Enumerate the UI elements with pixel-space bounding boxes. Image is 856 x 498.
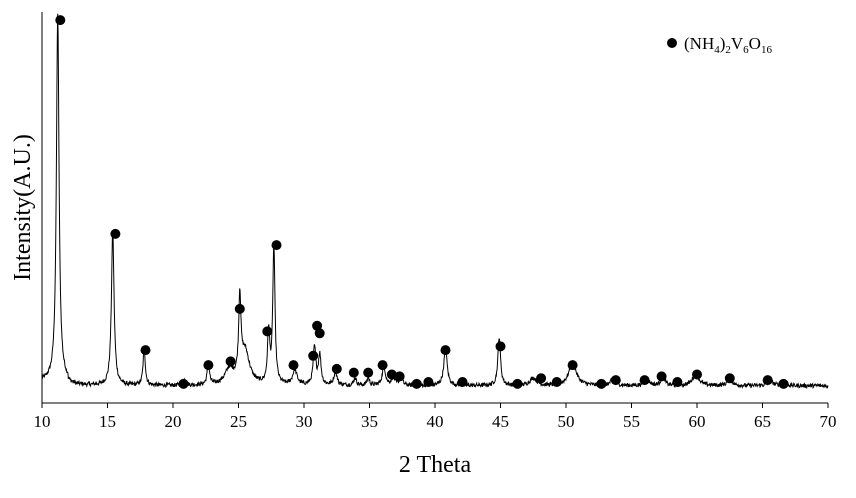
x-tick-label: 50	[558, 412, 575, 431]
peak-marker	[551, 377, 562, 387]
peak-marker	[377, 360, 388, 371]
peak-marker	[692, 369, 702, 380]
peak-marker	[140, 345, 151, 356]
peak-marker	[596, 378, 607, 389]
x-tick-label: 15	[99, 412, 116, 431]
legend-sub: 16	[761, 44, 773, 56]
x-tick-label: 25	[230, 412, 247, 431]
x-tick-label: 10	[34, 412, 51, 431]
peak-marker	[394, 371, 405, 382]
x-tick-label: 55	[623, 412, 640, 431]
series	[41, 13, 829, 390]
peak-marker	[178, 378, 189, 389]
peak-marker	[495, 341, 506, 352]
peak-marker	[423, 377, 434, 387]
peak-marker	[656, 371, 667, 382]
x-tick-label: 70	[820, 412, 837, 431]
legend-part: (NH	[684, 34, 714, 53]
peak-marker	[234, 303, 245, 314]
peak-marker	[610, 375, 621, 386]
series-line	[41, 13, 829, 390]
peak-marker	[536, 373, 547, 384]
peak-marker	[203, 360, 214, 371]
legend-sub: 2	[725, 44, 731, 56]
x-axis-title: 2 Theta	[399, 452, 472, 478]
peak-marker	[262, 326, 273, 337]
x-tick-label: 65	[754, 412, 771, 431]
peak-marker	[314, 328, 325, 339]
legend-sub: 4	[714, 44, 720, 56]
peak-marker	[271, 240, 282, 251]
peak-marker	[567, 360, 578, 371]
peak-marker	[639, 375, 650, 386]
peak-marker	[308, 350, 319, 361]
legend-marker	[667, 38, 677, 48]
peak-marker	[386, 369, 397, 380]
peak-marker	[225, 356, 236, 367]
x-tick-label: 20	[165, 412, 182, 431]
peak-marker	[110, 228, 121, 239]
peak-marker	[724, 373, 735, 384]
legend-part: )	[720, 34, 726, 53]
peak-marker	[288, 360, 299, 371]
peak-marker	[411, 378, 422, 389]
peak-marker	[672, 377, 683, 387]
peak-marker	[55, 15, 66, 26]
y-axis-title: Intensity(A.U.)	[10, 134, 36, 281]
legend: (NH4)2V6O16	[667, 34, 772, 56]
legend-part: O	[749, 34, 761, 53]
peak-marker	[312, 320, 323, 331]
axes	[41, 12, 828, 404]
peak-marker	[348, 367, 359, 378]
x-tick-label: 30	[296, 412, 313, 431]
peak-marker	[457, 377, 468, 387]
peak-marker	[363, 367, 374, 378]
peak-marker	[440, 345, 451, 356]
peak-marker	[778, 378, 789, 389]
x-tick-label: 40	[427, 412, 444, 431]
peak-markers	[55, 15, 789, 389]
legend-label: (NH4)2V6O16	[684, 34, 772, 56]
peak-marker	[331, 363, 342, 374]
x-tick-label: 35	[361, 412, 378, 431]
x-tick-label: 60	[689, 412, 706, 431]
x-ticks: 10 15 20 25 30 35 40 45 50 55 60 65 70	[34, 403, 837, 431]
legend-part: V	[731, 34, 744, 53]
peak-marker	[762, 375, 773, 386]
x-tick-label: 45	[492, 412, 509, 431]
legend-sub: 6	[743, 44, 749, 56]
peak-marker	[512, 378, 523, 389]
